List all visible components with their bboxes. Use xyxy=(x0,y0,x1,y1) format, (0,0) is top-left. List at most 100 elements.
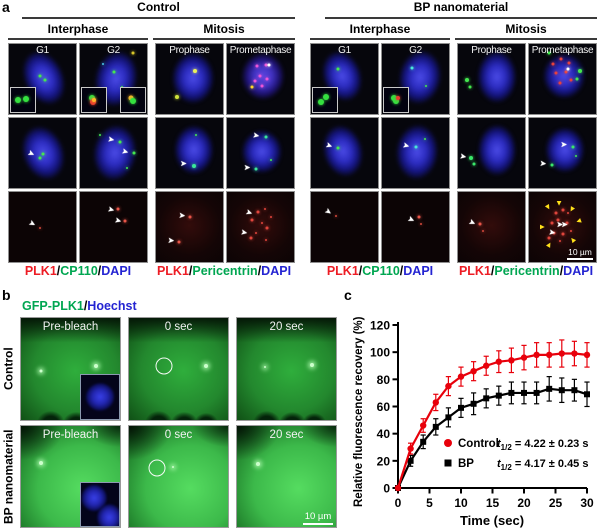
signal-dot xyxy=(574,154,577,157)
signal-dot xyxy=(15,97,22,104)
signal-dot xyxy=(465,78,470,83)
gfp-spot xyxy=(171,466,174,469)
signal-dot xyxy=(575,77,579,81)
signal-dot xyxy=(423,138,426,140)
x-tick-label: 25 xyxy=(549,496,563,510)
signal-dot xyxy=(565,221,569,225)
signal-dot xyxy=(88,94,95,101)
signal-dot xyxy=(256,210,260,214)
x-tick-label: 30 xyxy=(580,496,594,510)
group-title-bp-nanomaterial: BP nanomaterial xyxy=(325,0,597,19)
arrow-icon: ➤ xyxy=(322,205,334,217)
y-tick-label: 0 xyxy=(383,482,390,496)
signal-dot xyxy=(561,208,564,212)
channel-label-seg-3: / xyxy=(97,264,102,278)
frap-bp-0-sec: 0 sec xyxy=(128,425,229,528)
x-tick-label: 0 xyxy=(395,496,402,510)
signal-dot xyxy=(566,67,570,71)
y-tick-label: 100 xyxy=(370,346,390,360)
data-point xyxy=(571,350,578,357)
signal-dot xyxy=(41,152,45,156)
micrograph-bp-prometaphase-plk1-channel: ➤ ➤ ➤ ▲ ▲ ▲ ▲ ▲ ▲ ▲ 10 µm xyxy=(528,191,597,263)
arrow-icon: ➤ xyxy=(113,215,123,227)
legend-marker xyxy=(444,439,452,447)
subheader-interphase: Interphase xyxy=(310,22,450,40)
data-point xyxy=(546,385,553,392)
micrograph-bp-prometaphase-arrows: ➤ ➤ xyxy=(528,117,597,189)
signal-dot xyxy=(264,238,267,241)
gfp-spot xyxy=(39,369,43,373)
data-point xyxy=(420,438,427,445)
arrow-icon: ➤ xyxy=(561,219,568,229)
signal-dot xyxy=(558,240,561,242)
signal-dot xyxy=(132,151,136,155)
legend-t-half: t1/2 = 4.22 ± 0.23 s xyxy=(497,438,588,452)
signal-dot xyxy=(250,218,254,222)
data-point xyxy=(420,422,427,429)
nucleus xyxy=(477,124,517,177)
data-point xyxy=(546,351,553,359)
channel-label-pericentrin: PLK1/Pericentrin/DAPI xyxy=(446,264,600,278)
signal-dot xyxy=(551,62,555,66)
x-tick-label: 20 xyxy=(517,496,531,510)
panel-b-title-seg-0: GFP-PLK1 xyxy=(22,299,84,313)
signal-dot xyxy=(567,61,571,65)
channel-label-pericentrin: PLK1/Pericentrin/DAPI xyxy=(144,264,304,278)
gfp-spot xyxy=(255,462,260,467)
micrograph-control-g1-merge: G1 xyxy=(8,43,77,115)
nucleus xyxy=(241,52,286,100)
panel-b-title-seg-2: Hoechst xyxy=(87,299,137,313)
channel-label-seg-1: / xyxy=(490,264,495,278)
phase-label: Prophase xyxy=(471,45,512,56)
y-tick-label: 20 xyxy=(377,454,391,468)
channel-label-seg-4: DAPI xyxy=(403,264,434,278)
frame-time-label: Pre-bleach xyxy=(42,321,99,333)
signal-dot xyxy=(558,81,562,84)
channel-label-cp110: PLK1/CP110/DAPI xyxy=(300,264,460,278)
signal-dot xyxy=(260,221,263,224)
data-point xyxy=(508,357,515,364)
micrograph-bp-g1-merge: G1 xyxy=(310,43,379,115)
arrowhead-icon: ▲ xyxy=(543,238,556,251)
gfp-spot xyxy=(94,363,99,368)
channel-label-seg-2: CP110 xyxy=(362,264,400,278)
arrowhead-icon: ▲ xyxy=(572,216,584,227)
data-point xyxy=(432,423,439,430)
nucleus xyxy=(393,121,441,182)
arrow-icon: ➤ xyxy=(547,227,556,238)
channel-label-seg-0: PLK1 xyxy=(326,264,359,278)
series-control xyxy=(394,339,591,492)
signal-dot xyxy=(550,163,554,167)
frame-time-label: 0 sec xyxy=(164,429,193,441)
signal-dot xyxy=(469,155,474,160)
signal-dot xyxy=(270,159,273,161)
micrograph-control-g2-arrows: ➤ ➤ xyxy=(79,117,148,189)
gfp-spot xyxy=(310,362,315,367)
signal-dot xyxy=(188,215,192,219)
signal-dot xyxy=(89,98,96,105)
data-point xyxy=(470,400,477,407)
nucleus xyxy=(476,50,517,104)
panel-b-title: GFP-PLK1/Hoechst xyxy=(22,299,137,313)
row-label-bp-nanomaterial: BP nanomaterial xyxy=(1,429,16,524)
arrow-icon: ➤ xyxy=(406,214,416,226)
y-tick-label: 120 xyxy=(370,319,390,333)
signal-dot xyxy=(125,167,128,170)
signal-dot xyxy=(393,98,399,105)
frap-bp-pre-bleach: Pre-bleach xyxy=(20,425,121,528)
micrograph-control-prophase-plk1-channel: ➤ ➤ xyxy=(155,191,224,263)
channel-label-seg-4: DAPI xyxy=(563,264,594,278)
micrograph-control-prometaphase-plk1-channel: ➤ ➤ xyxy=(226,191,295,263)
signal-dot xyxy=(564,70,568,74)
signal-dot xyxy=(561,232,564,236)
legend-t-half: t1/2 = 4.17 ± 0.45 s xyxy=(497,458,588,472)
arrow-icon: ➤ xyxy=(539,158,547,168)
micrograph-control-g2-merge: G2 xyxy=(79,43,148,115)
y-axis-label: Relative fluorescence recovery (%) xyxy=(353,316,365,508)
micrograph-bp-g2-merge: G2 xyxy=(381,43,450,115)
arrowhead-icon: ▲ xyxy=(538,223,548,231)
signal-dot xyxy=(38,227,41,230)
scale-bar-text: 10 µm xyxy=(304,511,332,522)
